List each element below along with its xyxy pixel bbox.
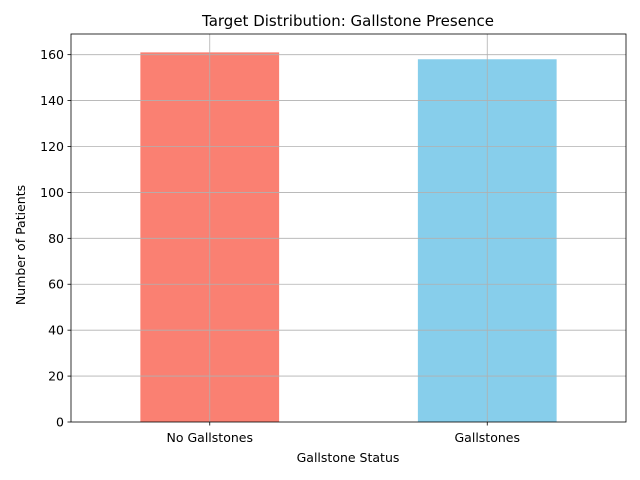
grid-lines xyxy=(71,34,626,422)
y-tick-label-3: 60 xyxy=(48,277,64,292)
x-axis-label: Gallstone Status xyxy=(297,450,400,465)
y-tick-label-5: 100 xyxy=(40,185,64,200)
x-axis-ticks: No Gallstones Gallstones xyxy=(167,422,520,445)
y-tick-label-7: 140 xyxy=(40,93,64,108)
y-tick-label-6: 120 xyxy=(40,139,64,154)
y-tick-label-8: 160 xyxy=(40,47,64,62)
bars-group xyxy=(140,52,557,423)
axes-spines xyxy=(70,33,627,423)
x-tick-label-1: Gallstones xyxy=(455,430,520,445)
x-tick-label-0: No Gallstones xyxy=(167,430,253,445)
y-tick-label-1: 20 xyxy=(48,369,64,384)
axes-frame xyxy=(70,33,627,423)
y-tick-label-0: 0 xyxy=(56,415,64,430)
y-tick-label-4: 80 xyxy=(48,231,64,246)
y-axis-label: Number of Patients xyxy=(13,185,28,305)
chart-title: Target Distribution: Gallstone Presence xyxy=(201,12,494,30)
y-axis-ticks: 0 20 40 60 80 100 120 140 160 xyxy=(40,47,71,430)
y-tick-label-2: 40 xyxy=(48,323,64,338)
